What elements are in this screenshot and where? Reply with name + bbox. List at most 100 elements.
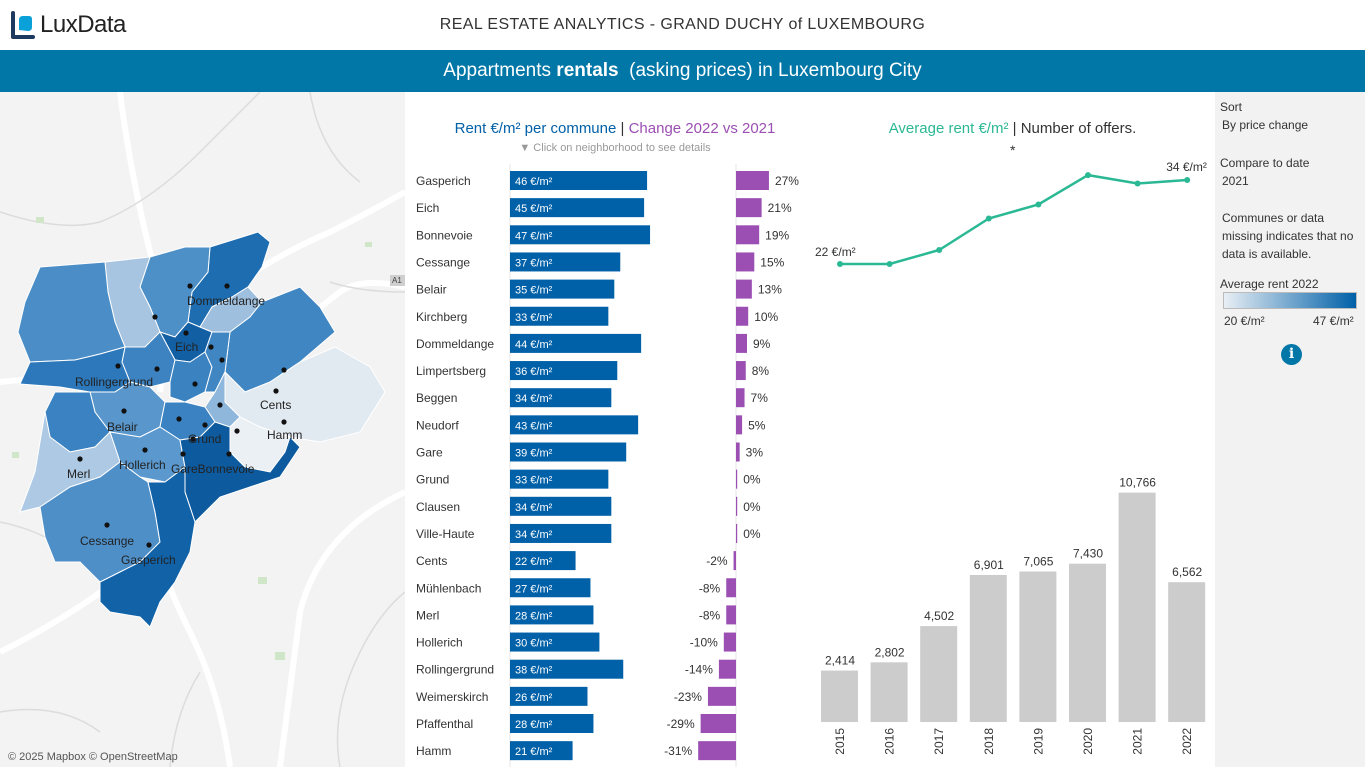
legend-min: 20 €/m² <box>1224 314 1265 328</box>
commune-label-hamm[interactable]: Hamm <box>416 744 451 758</box>
commune-label-dommeldange[interactable]: Dommeldange <box>416 337 494 351</box>
info-icon[interactable]: i <box>1281 344 1302 365</box>
change-bar-m-hlenbach[interactable] <box>726 578 736 598</box>
offers-bar-2016[interactable] <box>870 662 908 722</box>
rent-bar-weimerskirch[interactable] <box>510 686 588 706</box>
rent-bar-label-bonnevoie: 47 €/m² <box>515 230 553 242</box>
commune-label-gasperich[interactable]: Gasperich <box>416 174 471 188</box>
commune-label-neudorf[interactable]: Neudorf <box>416 418 459 432</box>
avg-rent-point-2019[interactable] <box>1035 201 1042 208</box>
rent-bar-belair[interactable] <box>510 279 615 299</box>
commune-label-eich[interactable]: Eich <box>416 201 439 215</box>
change-bar-merl[interactable] <box>726 605 736 625</box>
neighborhoods[interactable] <box>17 231 386 628</box>
commune-label-grund[interactable]: Grund <box>416 473 449 487</box>
commune-label-rollingergrund[interactable]: Rollingergrund <box>416 663 494 677</box>
change-bar-belair[interactable] <box>736 279 752 299</box>
offers-bar-2017[interactable] <box>920 626 958 722</box>
rent-bar-pfaffenthal[interactable] <box>510 714 594 733</box>
rent-bar-hollerich[interactable] <box>510 632 600 652</box>
change-bar-cessange[interactable] <box>736 252 755 272</box>
change-label-beggen: 7% <box>751 391 769 405</box>
change-bar-gasperich[interactable] <box>736 171 769 190</box>
rent-bar-cessange[interactable] <box>510 252 621 272</box>
avg-rent-point-2016[interactable] <box>886 261 893 267</box>
change-bar-limpertsberg[interactable] <box>736 361 746 381</box>
map-canvas[interactable]: A1 <box>0 92 405 767</box>
change-bar-rollingergrund[interactable] <box>718 659 736 679</box>
compare-select[interactable]: 2021 <box>1222 174 1249 188</box>
logo[interactable]: LuxData <box>10 10 126 40</box>
commune-label-ville-haute[interactable]: Ville-Haute <box>416 527 475 541</box>
offers-bar-2020[interactable] <box>1069 563 1106 722</box>
offers-bar-2018[interactable] <box>969 574 1007 722</box>
commune-label-beggen[interactable]: Beggen <box>416 391 457 405</box>
rent-bar-clausen[interactable] <box>510 496 612 516</box>
choropleth-map[interactable]: A1 <box>0 92 405 767</box>
commune-label-cessange[interactable]: Cessange <box>416 255 470 269</box>
rent-bar-ville-haute[interactable] <box>510 523 612 543</box>
avg-rent-point-2018[interactable] <box>985 215 992 222</box>
change-bar-beggen[interactable] <box>736 388 745 408</box>
rent-bar-label-grund: 33 €/m² <box>515 475 553 487</box>
rent-bar-beggen[interactable] <box>510 388 612 408</box>
rent-bar-m-hlenbach[interactable] <box>510 578 591 598</box>
change-bar-bonnevoie[interactable] <box>736 225 760 245</box>
avg-rent-line[interactable] <box>840 173 1188 266</box>
change-bar-hamm[interactable] <box>698 741 736 761</box>
commune-label-cents[interactable]: Cents <box>416 554 447 568</box>
avg-rent-point-2022[interactable] <box>1184 177 1191 183</box>
change-bar-kirchberg[interactable] <box>736 306 749 326</box>
change-bar-ville-haute[interactable] <box>736 523 738 543</box>
change-bar-clausen[interactable] <box>736 496 738 516</box>
commune-label-belair[interactable]: Belair <box>416 283 447 297</box>
change-bar-pfaffenthal[interactable] <box>700 714 736 733</box>
rent-bar-bonnevoie[interactable] <box>510 225 651 245</box>
commune-label-bonnevoie[interactable]: Bonnevoie <box>416 228 473 242</box>
rent-bar-eich[interactable] <box>510 198 645 218</box>
avg-rent-point-2021[interactable] <box>1134 180 1141 187</box>
rent-bar-gare[interactable] <box>510 442 627 462</box>
rent-bar-limpertsberg[interactable] <box>510 361 618 381</box>
change-bar-grund[interactable] <box>736 469 738 489</box>
change-bar-dommeldange[interactable] <box>736 333 747 353</box>
rent-bar-dommeldange[interactable] <box>510 333 642 353</box>
commune-label-kirchberg[interactable]: Kirchberg <box>416 310 467 324</box>
rent-bar-neudorf[interactable] <box>510 415 639 435</box>
avg-rent-point-2015[interactable] <box>837 261 843 267</box>
commune-label-weimerskirch[interactable]: Weimerskirch <box>416 690 488 704</box>
offers-bar-2015[interactable] <box>821 670 858 722</box>
commune-label-m-hlenbach[interactable]: Mühlenbach <box>416 581 481 595</box>
banner-suffix: (asking prices) in Luxembourg City <box>618 60 922 81</box>
commune-label-pfaffenthal[interactable]: Pfaffenthal <box>416 717 473 731</box>
change-bar-weimerskirch[interactable] <box>707 686 736 706</box>
change-bar-gare[interactable] <box>736 442 740 462</box>
rent-bar-cents[interactable] <box>510 551 576 571</box>
commune-label-clausen[interactable]: Clausen <box>416 500 460 514</box>
change-bar-hollerich[interactable] <box>723 632 736 652</box>
commune-label-gare[interactable]: Gare <box>416 446 443 460</box>
commune-label-merl[interactable]: Merl <box>416 608 439 622</box>
rent-bar-gasperich[interactable] <box>510 171 648 190</box>
commune-label-limpertsberg[interactable]: Limpertsberg <box>416 364 486 378</box>
offers-bar-2019[interactable] <box>1019 571 1057 722</box>
rent-bar-merl[interactable] <box>510 605 594 625</box>
offers-bar-2022[interactable] <box>1168 582 1206 722</box>
avg-rent-point-2020[interactable] <box>1085 172 1091 179</box>
map-attribution[interactable]: © 2025 Mapbox © OpenStreetMap <box>8 751 178 763</box>
commune-label-hollerich[interactable]: Hollerich <box>416 636 463 650</box>
rent-bar-grund[interactable] <box>510 469 609 489</box>
change-bar-neudorf[interactable] <box>736 415 743 435</box>
avg-rent-point-2017[interactable] <box>936 247 943 253</box>
rent-bar-rollingergrund[interactable] <box>510 659 624 679</box>
sort-select[interactable]: By price change <box>1222 118 1309 132</box>
region-gasperich[interactable] <box>99 466 196 628</box>
rent-bar-kirchberg[interactable] <box>510 306 609 326</box>
rent-bar-hamm[interactable] <box>510 741 573 761</box>
offers-bar-2021[interactable] <box>1118 492 1156 722</box>
commune-bar-chart[interactable]: Gasperich 46 €/m² 27% Eich 45 €/m² 21% Bonnevo… <box>405 92 810 767</box>
trend-chart[interactable]: 2,414 2015 2,802 2016 4,502 2017 6,901 2018 7,06… <box>810 92 1215 767</box>
change-bar-cents[interactable] <box>733 551 736 571</box>
year-tick-2016: 2016 <box>883 728 897 755</box>
change-bar-eich[interactable] <box>736 198 762 218</box>
